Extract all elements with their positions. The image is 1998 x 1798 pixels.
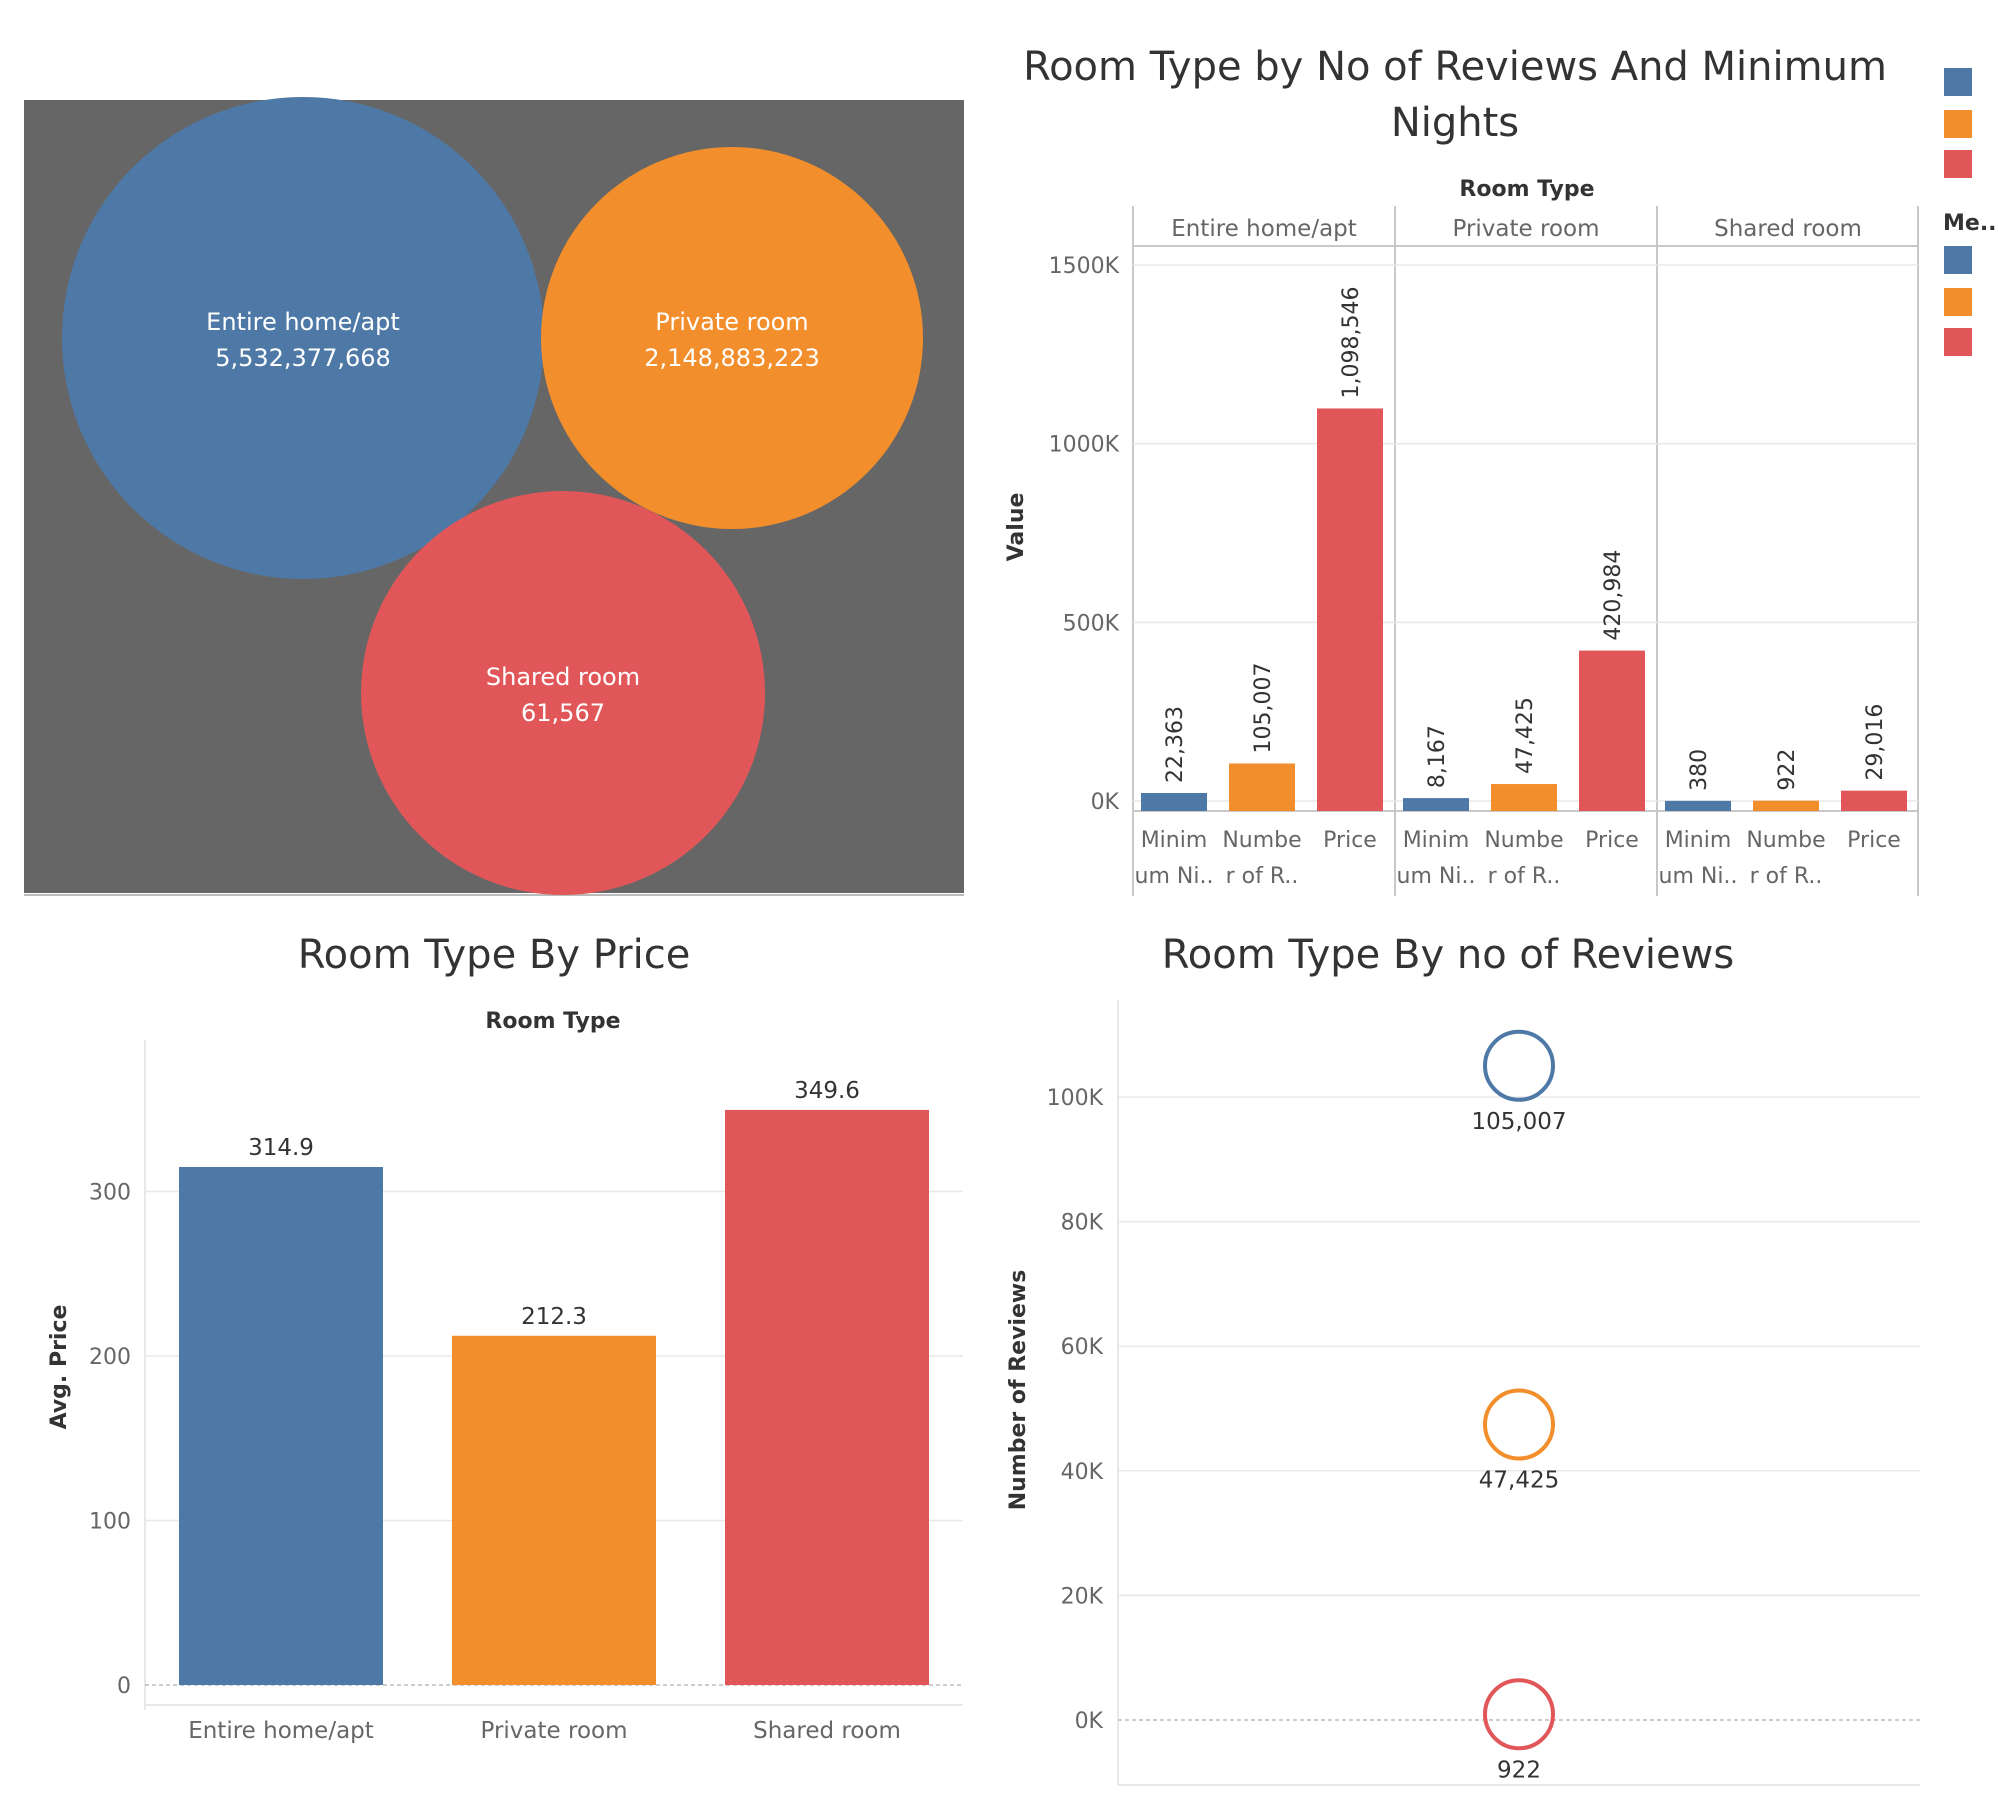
bubble-value-label: 61,567 (521, 699, 605, 727)
y-tick-label: 0K (1075, 1709, 1104, 1734)
y-axis-label: Value (1004, 493, 1029, 562)
bubble-label: Entire home/apt (206, 308, 400, 336)
bar[interactable] (1579, 650, 1645, 811)
panel-header-private-room: Private room (1453, 216, 1600, 242)
y-tick-label: 20K (1061, 1584, 1104, 1609)
y-tick-label: 200 (89, 1345, 131, 1370)
legend-swatch-top[interactable] (1944, 110, 1972, 138)
bar-value-label: 922 (1775, 749, 1800, 791)
x-category-label: Price (1847, 828, 1901, 853)
x-category-label-line2: r of R.. (1750, 864, 1823, 889)
measure-legend-title: Me.. (1943, 211, 1997, 236)
x-category-label-line2: r of R.. (1226, 864, 1299, 889)
bar-shared-room[interactable] (725, 1109, 929, 1685)
y-tick-label: 500K (1063, 611, 1120, 636)
x-category-label: Price (1323, 828, 1377, 853)
bar-value-label: 29,016 (1863, 704, 1888, 781)
column-header-label: Room Type (1459, 177, 1594, 202)
y-axis-label: Avg. Price (47, 1305, 72, 1430)
bar[interactable] (1317, 408, 1383, 811)
x-category-label: Numbe (1222, 828, 1301, 853)
bar-value-label: 380 (1687, 749, 1712, 791)
y-tick-label: 300 (89, 1181, 131, 1206)
x-category-label-line2: um Ni.. (1397, 864, 1476, 889)
y-tick-label: 0K (1091, 790, 1120, 815)
y-tick-label: 1000K (1049, 433, 1120, 458)
bar-value-label: 47,425 (1513, 697, 1538, 774)
bar[interactable] (1491, 784, 1557, 811)
y-tick-label: 100 (89, 1510, 131, 1535)
bar-value-label: 212.3 (521, 1304, 587, 1330)
legend-swatch-measure[interactable] (1944, 246, 1972, 274)
bar-entire-home-apt[interactable] (179, 1166, 383, 1685)
bubble-chart: Entire home/apt 5,532,377,668 Private room… (24, 97, 964, 896)
bar-value-label: 22,363 (1163, 706, 1188, 783)
point-value-label: 922 (1497, 1757, 1541, 1783)
point-private-room[interactable] (1483, 1388, 1555, 1461)
legend-swatch-measure[interactable] (1944, 328, 1972, 356)
x-category-label-line2: um Ni.. (1135, 864, 1214, 889)
reviews-scatter-chart: Room Type By no of Reviews 0K 20K 40K 60K 80K… (1006, 932, 1920, 1786)
x-category-label: Minim (1141, 828, 1208, 853)
x-category-label: Private room (481, 1718, 628, 1744)
y-tick-label: 1500K (1049, 254, 1120, 279)
y-tick-label: 60K (1061, 1335, 1104, 1360)
bubble-label: Shared room (486, 663, 640, 691)
bar-value-label: 314.9 (248, 1135, 314, 1161)
bubble-value-label: 5,532,377,668 (215, 344, 391, 372)
bar[interactable] (1753, 800, 1819, 811)
panel-header-entire-home-apt: Entire home/apt (1171, 216, 1357, 242)
x-category-label: Numbe (1746, 828, 1825, 853)
chart-title-line2: Nights (1391, 100, 1519, 146)
bar-value-label: 1,098,546 (1339, 286, 1364, 398)
bar[interactable] (1229, 763, 1295, 811)
column-header-label: Room Type (485, 1009, 620, 1034)
x-category-label-line2: um Ni.. (1659, 864, 1738, 889)
x-category-label: Shared room (753, 1718, 901, 1744)
y-tick-label: 80K (1061, 1211, 1104, 1236)
bar-value-label: 420,984 (1601, 550, 1626, 641)
point-value-label: 105,007 (1471, 1109, 1566, 1135)
x-category-label: Numbe (1484, 828, 1563, 853)
bar-value-label: 349.6 (794, 1078, 860, 1104)
bar-value-label: 8,167 (1425, 725, 1450, 788)
bubble-label: Private room (655, 308, 808, 336)
price-bar-chart: Room Type By Price Room Type 0 100 200 300 Avg… (47, 932, 963, 1744)
point-entire-home-apt[interactable] (1483, 1029, 1555, 1102)
y-tick-label: 40K (1061, 1460, 1104, 1485)
legend-swatch-top[interactable] (1944, 150, 1972, 178)
bar[interactable] (1141, 793, 1207, 811)
chart-title: Room Type By Price (298, 932, 691, 978)
bubble-shared-room[interactable] (361, 491, 765, 895)
y-tick-label: 100K (1047, 1086, 1104, 1111)
bar-value-label: 105,007 (1251, 662, 1276, 753)
x-category-label: Minim (1665, 828, 1732, 853)
room-type-measures-chart: Room Type by No of Reviews And Minimum Ni… (1004, 44, 1997, 896)
panel-header-shared-room: Shared room (1714, 216, 1862, 242)
point-shared-room[interactable] (1483, 1678, 1555, 1751)
chart-title: Room Type by No of Reviews And Minimum (1023, 44, 1887, 90)
y-axis-label: Number of Reviews (1006, 1270, 1031, 1511)
y-tick-label: 0 (117, 1674, 131, 1699)
bubble-entire-home-apt[interactable] (62, 97, 544, 579)
legend-swatch-measure[interactable] (1944, 288, 1972, 316)
chart-title: Room Type By no of Reviews (1162, 932, 1734, 978)
x-category-label: Price (1585, 828, 1639, 853)
bar[interactable] (1841, 790, 1907, 811)
bubble-value-label: 2,148,883,223 (644, 344, 820, 372)
bar[interactable] (1403, 798, 1469, 811)
bar-private-room[interactable] (452, 1335, 656, 1685)
point-value-label: 47,425 (1479, 1468, 1559, 1494)
legend-swatch-top[interactable] (1944, 68, 1972, 96)
bar[interactable] (1665, 800, 1731, 811)
bubble-private-room[interactable] (541, 147, 923, 529)
x-category-label-line2: r of R.. (1488, 864, 1561, 889)
x-category-label: Entire home/apt (188, 1718, 374, 1744)
x-category-label: Minim (1403, 828, 1470, 853)
